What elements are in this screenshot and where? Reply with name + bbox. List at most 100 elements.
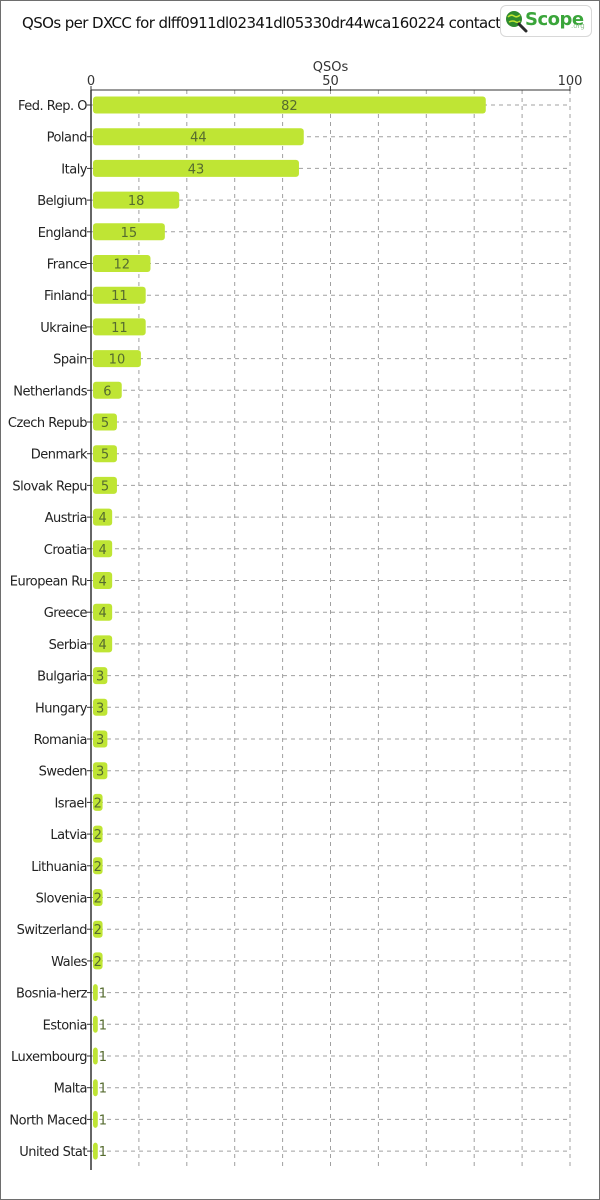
bar-value-label: 2 — [94, 796, 102, 811]
bar-value-label: 2 — [94, 828, 102, 843]
category-label: Austria — [45, 511, 87, 526]
bar-value-label: 15 — [121, 226, 138, 241]
category-label: Sweden — [39, 765, 88, 780]
bar[interactable] — [93, 793, 103, 811]
category-label: England — [38, 226, 88, 241]
bar-value-label: 4 — [98, 638, 106, 653]
bar-value-label: 5 — [101, 479, 109, 494]
bar-value-label: 44 — [190, 131, 207, 146]
category-label: Poland — [47, 131, 88, 146]
bar[interactable] — [93, 413, 117, 431]
category-label: Slovak Repu — [12, 479, 87, 494]
category-label: Estonia — [43, 1018, 87, 1033]
bar[interactable] — [93, 825, 103, 843]
bar[interactable] — [93, 952, 103, 970]
bar[interactable] — [93, 508, 113, 526]
bar[interactable] — [93, 223, 165, 241]
bar[interactable] — [93, 984, 98, 1002]
category-label: Serbia — [49, 638, 87, 653]
bar[interactable] — [93, 381, 122, 399]
grid-layer — [91, 90, 571, 1170]
bar[interactable] — [93, 445, 117, 463]
bar[interactable] — [93, 698, 108, 716]
bar[interactable] — [93, 159, 299, 177]
category-label: Croatia — [44, 543, 87, 558]
category-label: Wales — [51, 955, 88, 970]
bar[interactable] — [93, 255, 151, 272]
bar-value-label: 4 — [98, 543, 106, 558]
bar[interactable] — [93, 603, 113, 621]
bar-value-label: 4 — [98, 575, 106, 590]
category-label: Bulgaria — [37, 670, 87, 685]
category-label: European Ru — [10, 575, 88, 590]
bar-value-label: 12 — [113, 258, 130, 273]
bar[interactable] — [93, 128, 304, 146]
bar-value-label: 1 — [99, 987, 107, 1002]
bar[interactable] — [93, 572, 113, 589]
bar-value-label: 3 — [96, 733, 104, 748]
x-tick-label: 0 — [87, 74, 95, 89]
bar-value-label: 1 — [99, 1113, 107, 1128]
bar[interactable] — [93, 762, 108, 780]
bar-value-label: 1 — [99, 1145, 107, 1160]
bar[interactable] — [93, 1142, 98, 1160]
bar[interactable] — [93, 667, 108, 685]
bar-value-label: 4 — [98, 606, 106, 621]
category-label: Italy — [61, 162, 88, 177]
category-label: Hungary — [35, 701, 88, 716]
bar[interactable] — [93, 1015, 98, 1033]
bar[interactable] — [93, 286, 146, 304]
bar[interactable] — [93, 540, 113, 558]
bar[interactable] — [93, 1110, 98, 1128]
bar-value-label: 1 — [99, 1018, 107, 1033]
category-label: Belgium — [37, 194, 87, 209]
category-label: Ukraine — [40, 321, 87, 336]
bar-value-label: 1 — [99, 1050, 107, 1065]
x-axis-label: QSOs — [313, 60, 349, 75]
category-label: Luxembourg — [11, 1050, 87, 1065]
bar[interactable] — [93, 318, 146, 336]
category-label: Israel — [54, 796, 87, 811]
category-label: Malta — [54, 1082, 87, 1097]
bar-value-label: 4 — [98, 511, 106, 526]
category-label: Denmark — [31, 448, 88, 463]
category-label: Fed. Rep. O — [18, 99, 87, 114]
bar-layer: 8244431815121111106555444443333222222111… — [93, 96, 486, 1160]
bar-value-label: 82 — [281, 99, 298, 114]
chart-title: QSOs per DXCC for dlff0911dl02341dl05330… — [22, 14, 502, 32]
bar-value-label: 6 — [103, 384, 111, 399]
bar-value-label: 2 — [94, 923, 102, 938]
magnifier-globe-icon — [506, 11, 528, 33]
bar-value-label: 3 — [96, 765, 104, 780]
logo-wordmark: Scope — [525, 9, 584, 30]
category-label: Czech Repub — [8, 416, 87, 431]
bar[interactable] — [93, 476, 117, 494]
x-tick-label: 50 — [322, 74, 339, 89]
bar[interactable] — [93, 191, 180, 209]
bar[interactable] — [93, 96, 486, 114]
bar-value-label: 5 — [101, 448, 109, 463]
bar-value-label: 3 — [96, 670, 104, 685]
category-label: Finland — [44, 289, 87, 304]
axis-layer: QSOs 0 50 100 Fed. Rep. O Poland Italy Belgium E… — [8, 60, 582, 1170]
qrscope-logo[interactable]: Scope .org — [500, 5, 592, 37]
category-label: Lithuania — [31, 860, 87, 875]
bar-value-label: 18 — [128, 194, 145, 209]
bar[interactable] — [93, 350, 141, 368]
bar-value-label: 11 — [111, 321, 128, 336]
bar-value-label: 43 — [188, 162, 205, 177]
bar[interactable] — [93, 889, 103, 906]
bar-value-label: 2 — [94, 955, 102, 970]
category-label: Latvia — [50, 828, 87, 843]
bar[interactable] — [93, 857, 103, 875]
bar[interactable] — [93, 730, 108, 748]
category-label: United Stat — [19, 1145, 87, 1160]
category-label: Bosnia-herz — [16, 987, 88, 1002]
bar[interactable] — [93, 1047, 98, 1065]
category-label: Romania — [34, 733, 87, 748]
bar[interactable] — [93, 920, 103, 938]
bar[interactable] — [93, 1079, 98, 1097]
category-label: Greece — [44, 606, 88, 621]
bar[interactable] — [93, 635, 113, 653]
